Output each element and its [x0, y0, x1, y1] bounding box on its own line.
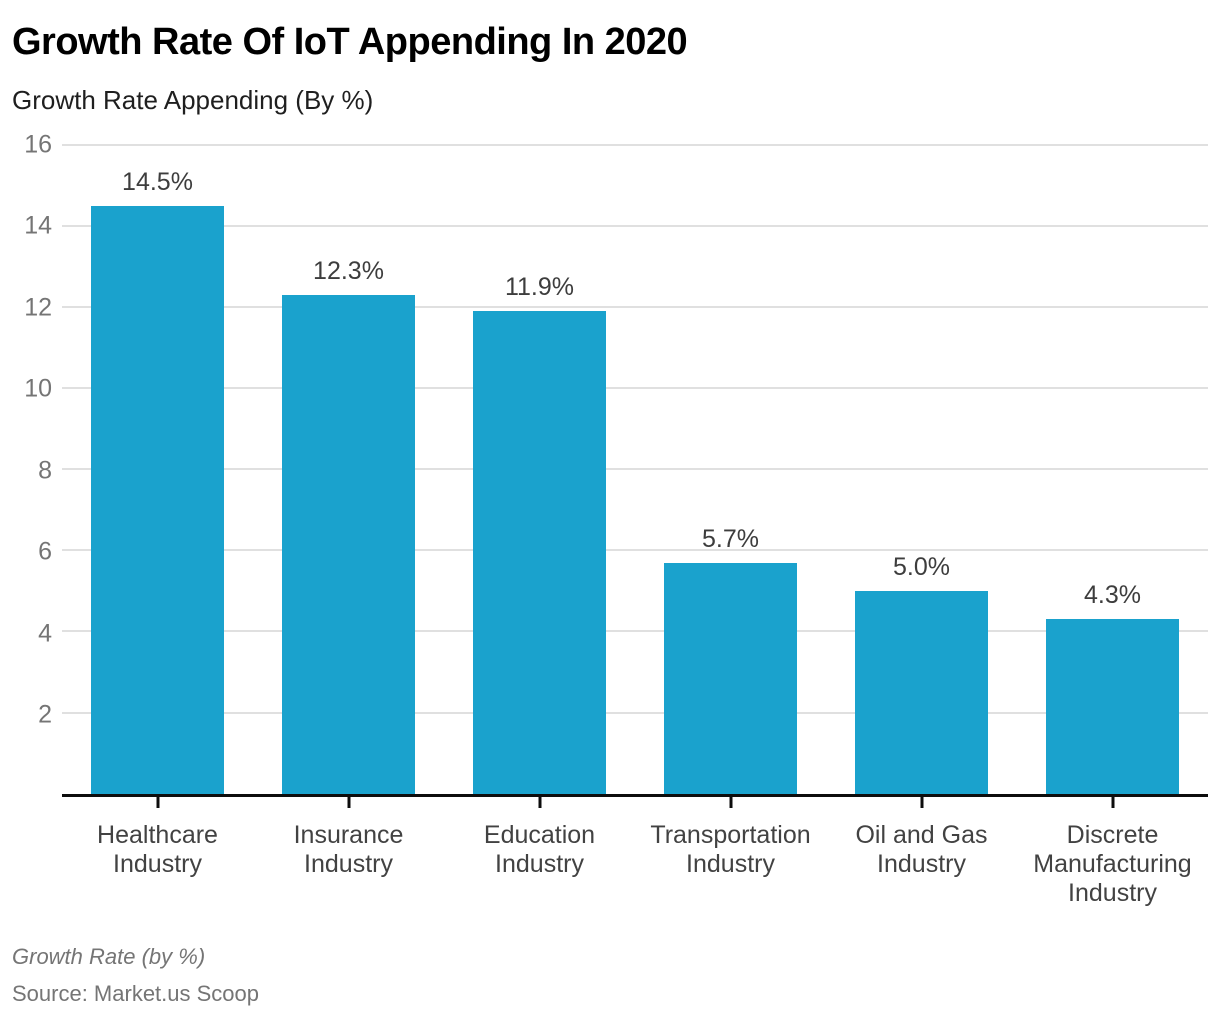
x-tick-mark: [729, 796, 732, 808]
bar-value-label: 11.9%: [504, 273, 575, 302]
bar-slot: 12.3%: [253, 132, 444, 794]
bar-5: [854, 590, 989, 794]
x-category-label: Education Industry: [483, 820, 596, 878]
gridline: [62, 306, 1208, 309]
x-tick-mark: [1111, 796, 1114, 808]
bar-2: [281, 294, 416, 794]
gridline: [62, 468, 1208, 471]
x-category-label: Oil and Gas Industry: [855, 820, 988, 878]
plot-area: 14.5% 12.3% 11.9% 5.7% 5.0% 4.3%: [62, 132, 1208, 797]
gridline: [62, 387, 1208, 390]
footnote: Growth Rate (by %): [12, 943, 206, 969]
gridline: [62, 143, 1208, 146]
gridline: [62, 711, 1208, 714]
chart-footer: Growth Rate (by %) Source: Market.us Sco…: [12, 942, 1208, 1009]
gridline: [62, 549, 1208, 552]
y-tick-label: 4: [38, 619, 52, 648]
x-tick-mark: [538, 796, 541, 808]
x-category-cell: Transportation Industry: [635, 796, 826, 908]
x-category-cell: Insurance Industry: [253, 796, 444, 908]
x-category-label: Discrete Manufacturing Industry: [1033, 820, 1192, 907]
x-tick-mark: [920, 796, 923, 808]
x-category-cell: Education Industry: [444, 796, 635, 908]
x-category-cell: Oil and Gas Industry: [826, 796, 1017, 908]
bar-value-label: 5.0%: [893, 552, 950, 581]
bar-slot: 11.9%: [444, 132, 635, 794]
bar-slot: 4.3%: [1017, 132, 1208, 794]
gridline: [62, 225, 1208, 228]
bar-4: [663, 562, 798, 794]
bar-value-label: 12.3%: [313, 256, 384, 285]
y-tick-label: 10: [24, 374, 52, 403]
bar-slot: 5.0%: [826, 132, 1017, 794]
y-tick-label: 16: [24, 130, 52, 159]
chart-subtitle: Growth Rate Appending (By %): [12, 84, 374, 115]
bar-value-label: 4.3%: [1084, 581, 1141, 610]
y-tick-label: 6: [38, 537, 52, 566]
bar-value-label: 5.7%: [702, 524, 759, 553]
x-category-label: Insurance Industry: [293, 820, 404, 878]
gridline: [62, 630, 1208, 633]
bar-1: [90, 205, 225, 794]
y-axis: 2 4 6 8 10 12 14 16: [12, 132, 62, 797]
bar-slot: 14.5%: [62, 132, 253, 794]
x-category-cell: Discrete Manufacturing Industry: [1017, 796, 1208, 908]
bar-value-label: 14.5%: [122, 167, 193, 196]
y-tick-label: 12: [24, 293, 52, 322]
bar-6: [1045, 619, 1180, 794]
x-category-cell: Healthcare Industry: [62, 796, 253, 908]
x-category-label: Transportation Industry: [650, 820, 811, 878]
y-tick-label: 14: [24, 211, 52, 240]
y-tick-label: 8: [38, 456, 52, 485]
bar-slots: 14.5% 12.3% 11.9% 5.7% 5.0% 4.3%: [62, 132, 1208, 794]
x-tick-mark: [156, 796, 159, 808]
x-axis-labels: Healthcare Industry Insurance Industry Edu…: [62, 796, 1208, 908]
chart-title: Growth Rate Of IoT Appending In 2020: [12, 21, 688, 63]
x-category-label: Healthcare Industry: [97, 820, 218, 878]
y-tick-label: 2: [38, 700, 52, 729]
bar-3: [472, 311, 607, 794]
x-tick-mark: [347, 796, 350, 808]
source-text: Source: Market.us Scoop: [12, 980, 260, 1006]
bar-chart: 2 4 6 8 10 12 14 16 14.5% 12.3% 11.9% 5.7% 5.0% 4.3%: [12, 132, 1208, 797]
bar-slot: 5.7%: [635, 132, 826, 794]
